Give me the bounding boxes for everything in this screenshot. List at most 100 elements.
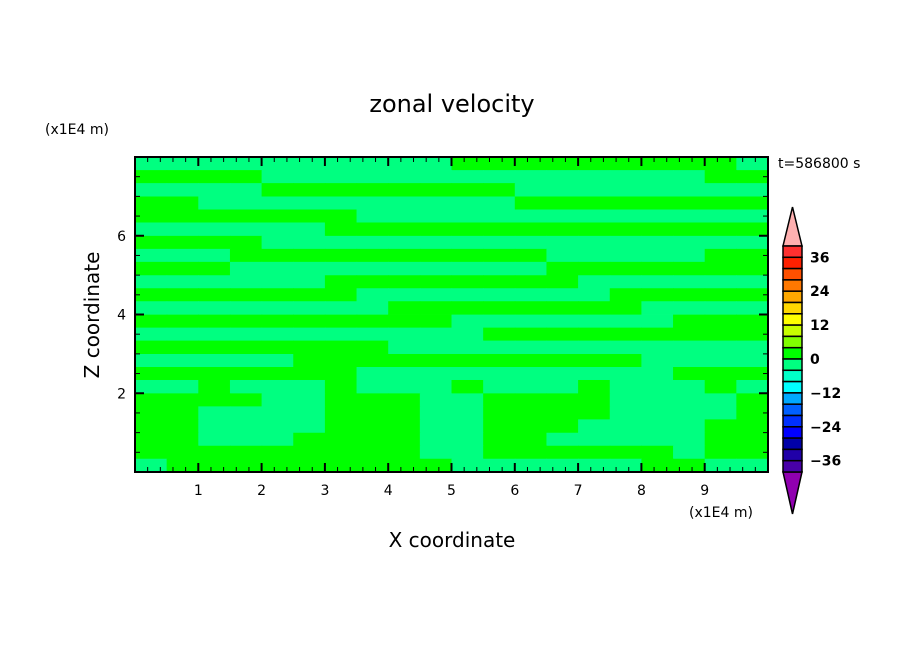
contour-cell [229,458,263,473]
contour-cell [641,340,674,355]
contour-cell [356,445,389,460]
contour-cell [324,327,358,342]
contour-cell [483,327,516,342]
colorbar-box [782,313,803,326]
contour-cell [166,157,199,171]
contour-cell [673,183,706,197]
contour-cell [419,379,453,394]
contour-cell [356,288,389,302]
colorbar-box [782,335,803,349]
contour-cell [324,419,358,434]
contour-cell [736,314,769,329]
contour-cell [483,393,516,408]
contour-cell [229,235,263,250]
contour-cell [673,445,706,460]
contour-cell [578,196,611,211]
contour-cell [736,393,769,408]
contour-cell [419,406,453,421]
colorbar-box [782,414,803,428]
contour-cell [166,393,199,408]
contour-cell [578,445,611,460]
contour-cell [673,157,706,171]
contour-cell [135,275,168,289]
contour-cell [641,248,674,263]
contour-cell [609,170,642,184]
contour-cell [704,445,737,460]
contour-cell [293,445,326,460]
contour-cell [514,393,548,408]
contour-cell [704,432,737,447]
contour-cell [451,235,484,250]
contour-cell [324,222,358,237]
contour-cell [704,367,737,381]
contour-cell [135,419,168,434]
contour-cell [736,183,769,197]
colorbar-tick-label: 24 [810,284,830,300]
contour-cell [451,393,484,408]
contour-cell [578,354,611,368]
contour-cell [261,261,294,276]
contour-cell [229,157,263,171]
contour-cell [641,406,674,421]
contour-cell [673,301,706,315]
contour-cell [514,327,548,342]
contour-cell [261,432,294,447]
contour-cell [483,445,516,460]
x-unit-label: (x1E4 m) [689,505,753,521]
contour-cell [229,275,263,289]
contour-cell [451,367,484,381]
contour-cell [673,261,706,276]
contour-cell [293,183,326,197]
contour-cell [704,393,737,408]
contour-cell [324,170,358,184]
contour-cell [166,288,199,302]
contour-cell [135,196,168,211]
contour-cell [135,170,168,184]
contour-cell [673,393,706,408]
contour-cell [483,458,516,473]
contour-cell [483,314,516,329]
contour-cell [324,183,358,197]
contour-cell [451,314,484,329]
contour-cell [483,248,516,263]
contour-cell [324,275,358,289]
contour-cell [451,222,484,237]
x-tick-label: 4 [384,483,393,499]
contour-cell [641,275,674,289]
contour-cell [166,196,199,211]
contour-cell [198,261,231,276]
contour-cell [736,354,769,368]
contour-cell [324,432,358,447]
contour-cell [673,406,706,421]
contour-cell [261,458,294,473]
contour-cell [609,183,642,197]
contour-cell [229,183,263,197]
contour-cell [293,301,326,315]
contour-cell [261,170,294,184]
contour-cell [514,301,548,315]
contour-cell [578,393,611,408]
contour-cell [419,419,453,434]
contour-cell [736,275,769,289]
contour-cell [135,157,168,171]
contour-cell [641,314,674,329]
contour-cell [451,275,484,289]
contour-cell [293,327,326,342]
contour-cell [166,379,199,394]
contour-cell [483,170,516,184]
contour-cell [198,340,231,355]
contour-cell [546,288,579,302]
contour-cell [609,406,642,421]
contour-cell [356,301,389,315]
contour-cell [229,432,263,447]
contour-cell [419,354,453,368]
contour-cell [704,275,737,289]
contour-cell [388,379,421,394]
contour-cell [324,248,358,263]
contour-cell [261,314,294,329]
contour-cell [609,445,642,460]
contour-cell [198,367,231,381]
contour-cell [514,222,548,237]
contour-cell [229,288,263,302]
contour-cell [673,209,706,224]
